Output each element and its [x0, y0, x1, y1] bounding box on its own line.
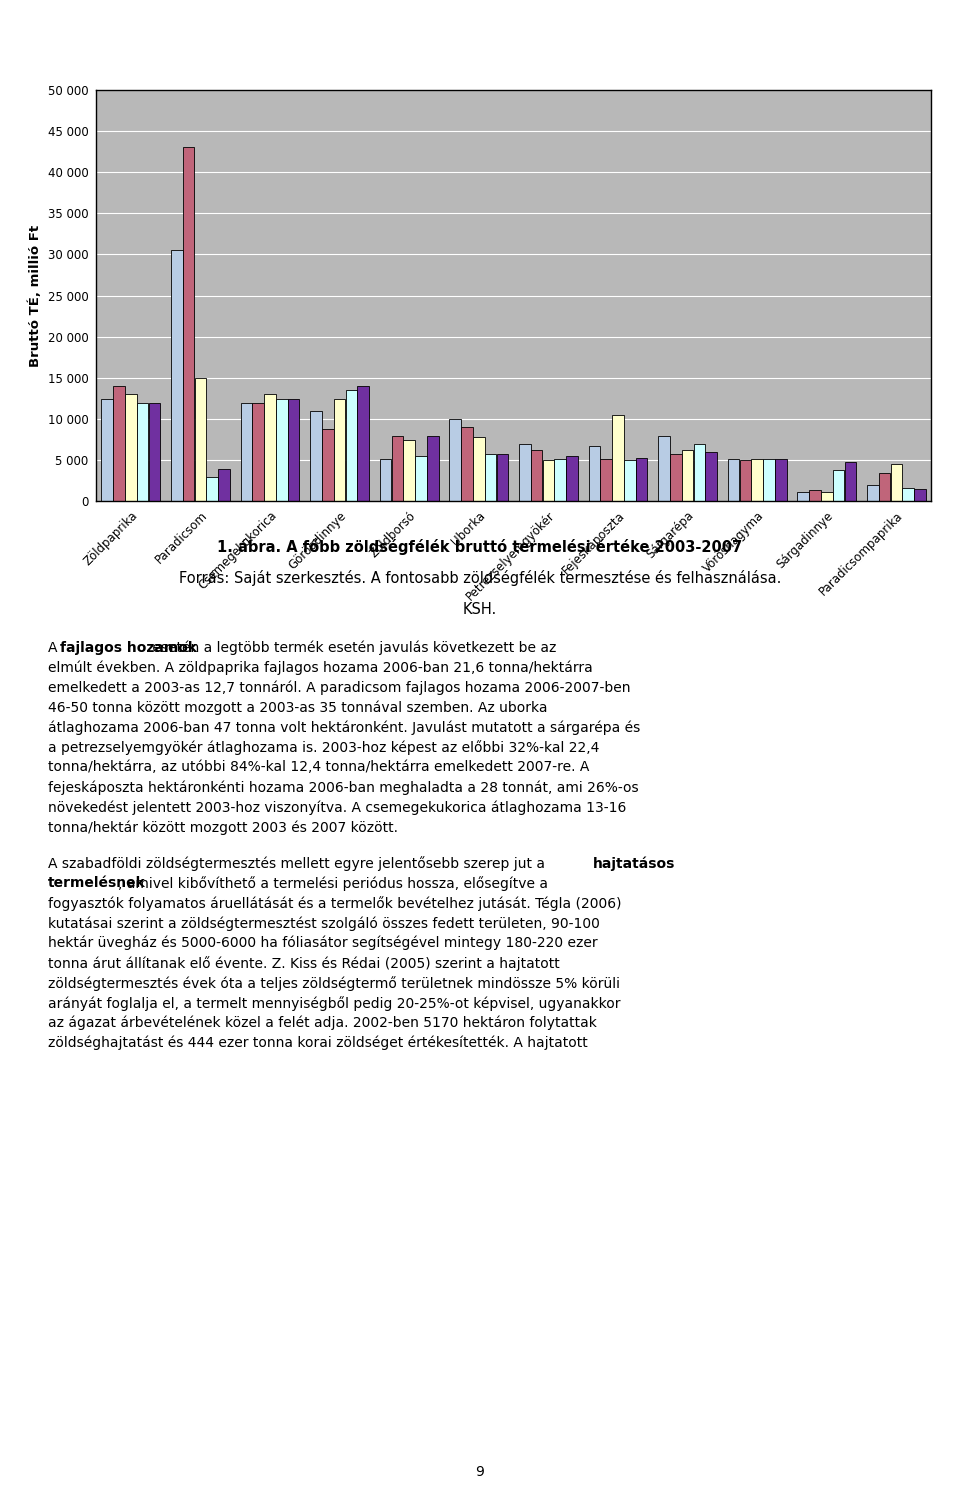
- Bar: [218, 469, 229, 501]
- Text: esetén a legtöbb termék esetén javulás következett be az: esetén a legtöbb termék esetén javulás k…: [148, 641, 556, 656]
- Bar: [125, 394, 136, 501]
- Bar: [612, 415, 624, 501]
- Bar: [914, 490, 925, 501]
- Text: fogyasztók folyamatos áruellátását és a termelők bevételhez jutását. Tégla (2006: fogyasztók folyamatos áruellátását és a …: [48, 897, 621, 910]
- Bar: [624, 460, 636, 501]
- Bar: [600, 458, 612, 501]
- Bar: [252, 403, 264, 501]
- Text: hektár üvegház és 5000-6000 ha fóliasátor segítségével mintegy 180-220 ezer: hektár üvegház és 5000-6000 ha fóliasáto…: [48, 936, 598, 951]
- Y-axis label: Bruttó TÉ, millió Ft: Bruttó TÉ, millió Ft: [29, 225, 42, 367]
- Bar: [473, 437, 485, 501]
- Bar: [542, 460, 554, 501]
- Bar: [380, 458, 392, 501]
- Bar: [531, 451, 542, 501]
- Bar: [461, 427, 472, 501]
- Text: növekedést jelentett 2003-hoz viszonyítva. A csemegekukorica átlaghozama 13-16: növekedést jelentett 2003-hoz viszonyítv…: [48, 801, 626, 814]
- Text: 9: 9: [475, 1466, 485, 1479]
- Bar: [867, 485, 878, 501]
- Bar: [485, 454, 496, 501]
- Text: az ágazat árbevételének közel a felét adja. 2002-ben 5170 hektáron folytattak: az ágazat árbevételének közel a felét ad…: [48, 1016, 597, 1030]
- Text: A szabadföldi zöldségtermesztés mellett egyre jelentősebb szerep jut a: A szabadföldi zöldségtermesztés mellett …: [48, 856, 549, 871]
- Bar: [171, 250, 182, 501]
- Bar: [392, 436, 403, 501]
- Bar: [416, 457, 427, 501]
- Bar: [659, 436, 670, 501]
- Bar: [206, 476, 218, 501]
- Bar: [102, 398, 113, 501]
- Bar: [449, 419, 461, 501]
- Text: kutatásai szerint a zöldségtermesztést szolgáló összes fedett területen, 90-100: kutatásai szerint a zöldségtermesztést s…: [48, 916, 600, 931]
- Text: termelésnek: termelésnek: [48, 876, 146, 891]
- Bar: [310, 410, 322, 501]
- Text: zöldségtermesztés évek óta a teljes zöldségtermő területnek mindössze 5% körüli: zöldségtermesztés évek óta a teljes zöld…: [48, 976, 620, 991]
- Bar: [670, 454, 682, 501]
- Text: átlaghozama 2006-ban 47 tonna volt hektáronként. Javulást mutatott a sárgarépa é: átlaghozama 2006-ban 47 tonna volt hektá…: [48, 720, 640, 735]
- Text: Forrás: Saját szerkesztés. A fontosabb zöldségfélék termesztése és felhasználása: Forrás: Saját szerkesztés. A fontosabb z…: [179, 570, 781, 587]
- Text: elmúlt években. A zöldpaprika fajlagos hozama 2006-ban 21,6 tonna/hektárra: elmúlt években. A zöldpaprika fajlagos h…: [48, 660, 592, 675]
- Text: 46-50 tonna között mozgott a 2003-as 35 tonnával szemben. Az uborka: 46-50 tonna között mozgott a 2003-as 35 …: [48, 701, 547, 716]
- Bar: [403, 440, 415, 501]
- Bar: [149, 403, 160, 501]
- Text: fajlagos hozamok: fajlagos hozamok: [60, 641, 197, 654]
- Bar: [845, 463, 856, 501]
- Bar: [137, 403, 149, 501]
- Bar: [902, 488, 914, 501]
- Text: arányát foglalja el, a termelt mennyiségből pedig 20-25%-ot képvisel, ugyanakkor: arányát foglalja el, a termelt mennyiség…: [48, 996, 620, 1010]
- Text: KSH.: KSH.: [463, 602, 497, 617]
- Text: zöldséghajtatást és 444 ezer tonna korai zöldséget értékesítették. A hajtatott: zöldséghajtatást és 444 ezer tonna korai…: [48, 1036, 588, 1051]
- Bar: [182, 147, 194, 501]
- Text: tonna árut állítanak elő évente. Z. Kiss és Rédai (2005) szerint a hajtatott: tonna árut állítanak elő évente. Z. Kiss…: [48, 957, 560, 970]
- Bar: [519, 443, 531, 501]
- Text: hajtatásos: hajtatásos: [593, 856, 676, 871]
- Bar: [357, 386, 369, 501]
- Bar: [821, 491, 832, 501]
- Bar: [775, 458, 786, 501]
- Text: A: A: [48, 641, 61, 654]
- Text: emelkedett a 2003-as 12,7 tonnáról. A paradicsom fajlagos hozama 2006-2007-ben: emelkedett a 2003-as 12,7 tonnáról. A pa…: [48, 681, 631, 695]
- Bar: [322, 430, 333, 501]
- Bar: [113, 386, 125, 501]
- Bar: [636, 458, 647, 501]
- Bar: [496, 454, 508, 501]
- Bar: [833, 470, 845, 501]
- Bar: [346, 391, 357, 501]
- Bar: [264, 394, 276, 501]
- Bar: [878, 473, 890, 501]
- Bar: [752, 458, 763, 501]
- Bar: [891, 464, 902, 501]
- Bar: [334, 398, 346, 501]
- Bar: [555, 458, 566, 501]
- Text: fejeskáposzta hektáronkénti hozama 2006-ban meghaladta a 28 tonnát, ami 26%-os: fejeskáposzta hektáronkénti hozama 2006-…: [48, 780, 638, 795]
- Bar: [763, 458, 775, 501]
- Text: tonna/hektárra, az utóbbi 84%-kal 12,4 tonna/hektárra emelkedett 2007-re. A: tonna/hektárra, az utóbbi 84%-kal 12,4 t…: [48, 760, 589, 774]
- Text: tonna/hektár között mozgott 2003 és 2007 között.: tonna/hektár között mozgott 2003 és 2007…: [48, 820, 398, 835]
- Bar: [195, 377, 206, 501]
- Bar: [809, 490, 821, 501]
- Bar: [241, 403, 252, 501]
- Bar: [566, 457, 578, 501]
- Bar: [798, 493, 809, 501]
- Bar: [288, 398, 300, 501]
- Text: a petrezselyemgyökér átlaghozama is. 2003-hoz képest az előbbi 32%-kal 22,4: a petrezselyemgyökér átlaghozama is. 200…: [48, 741, 599, 756]
- Bar: [694, 443, 706, 501]
- Bar: [739, 460, 751, 501]
- Bar: [728, 458, 739, 501]
- Bar: [682, 451, 693, 501]
- Bar: [427, 436, 439, 501]
- Bar: [588, 446, 600, 501]
- Text: , amivel kibővíthető a termelési periódus hossza, elősegítve a: , amivel kibővíthető a termelési periódu…: [118, 876, 548, 891]
- Bar: [276, 398, 288, 501]
- Text: 1. ábra. A főbb zöldségfélék bruttó termelési értéke 2003-2007: 1. ábra. A főbb zöldségfélék bruttó term…: [217, 539, 743, 555]
- Bar: [706, 452, 717, 501]
